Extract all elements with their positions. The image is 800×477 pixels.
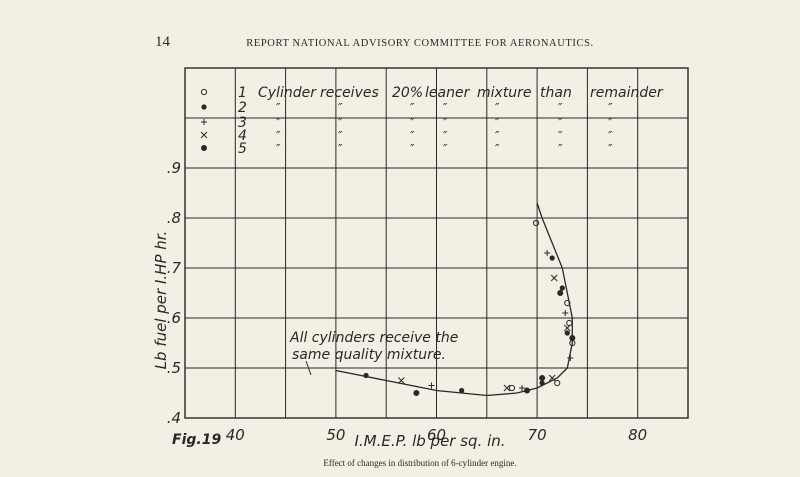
annotation: All cylinders receive the (289, 330, 458, 346)
ditto-mark: ″ (495, 116, 500, 130)
y-tick-label: .7 (167, 259, 182, 277)
legend-marker (200, 88, 208, 96)
x-tick-label: 40 (226, 426, 245, 444)
ditto-mark: ″ (558, 101, 563, 115)
ditto-mark: ″ (410, 129, 415, 143)
legend-label: 3 (238, 115, 247, 131)
data-point (559, 285, 565, 291)
y-tick-label: .8 (167, 209, 181, 227)
y-tick-label: .5 (167, 359, 181, 377)
ditto-mark: ″ (495, 101, 500, 115)
ditto-mark: ″ (410, 142, 415, 156)
ditto-mark: ″ (558, 116, 563, 130)
curve (335, 202, 573, 397)
x-tick-label: 60 (427, 426, 446, 444)
legend-marker (200, 145, 208, 151)
data-point (508, 384, 516, 392)
data-point (544, 250, 551, 256)
legend-text: 20% (392, 85, 423, 101)
legend-text: receives (320, 85, 379, 101)
legend-text: mixture (477, 85, 532, 101)
x-axis-label: I.M.E.P. lb per sq. in. (354, 432, 505, 450)
x-tick-label: 70 (528, 426, 547, 444)
data-point (550, 274, 558, 282)
ditto-mark: ″ (443, 101, 448, 115)
data-point (539, 375, 546, 381)
data-point (413, 390, 420, 396)
legend-text: Cylinder (258, 85, 317, 101)
legend-text: than (540, 85, 572, 101)
ditto-mark: ″ (276, 129, 281, 143)
data-point (554, 379, 561, 387)
data-point (567, 355, 574, 361)
data-point (563, 324, 571, 332)
legend-marker (201, 104, 207, 110)
legend-marker (201, 119, 207, 125)
data-point (562, 310, 569, 316)
ditto-mark: ″ (558, 129, 563, 143)
legend-text: leaner (425, 85, 471, 101)
ditto-mark: ″ (338, 142, 343, 156)
data-point (519, 385, 526, 391)
figure-label: Fig.19 (172, 432, 221, 448)
ditto-mark: ″ (608, 142, 613, 156)
data-point (428, 382, 435, 389)
ditto-mark: ″ (410, 101, 415, 115)
data-point (532, 219, 540, 227)
y-tick-label: .6 (167, 309, 181, 327)
caption: Effect of changes in distribution of 6-c… (323, 458, 516, 468)
data-point (557, 290, 564, 296)
data-point (549, 255, 555, 261)
ditto-mark: ″ (338, 129, 343, 143)
page-number: 14 (155, 34, 171, 50)
y-tick-label: .9 (167, 159, 181, 177)
data-point (569, 335, 576, 341)
data-point (459, 387, 465, 394)
ditto-mark: ″ (443, 142, 448, 156)
y-axis-label: Lb fuel per I.HP hr. (152, 231, 170, 370)
ditto-mark: ″ (276, 116, 281, 130)
data-point (363, 372, 369, 379)
data-point (503, 384, 511, 392)
legend-label: 5 (238, 141, 247, 157)
data-point (564, 330, 570, 336)
data-point (539, 380, 545, 386)
ditto-mark: ″ (338, 116, 343, 130)
legend-text: remainder (590, 85, 664, 101)
ditto-mark: ″ (558, 142, 563, 156)
annotation: same quality mixture. (292, 347, 446, 363)
ditto-mark: ″ (608, 101, 613, 115)
ditto-mark: ″ (443, 116, 448, 130)
ditto-mark: ″ (410, 116, 415, 130)
data-point (397, 377, 405, 384)
legend-label: 1 (238, 85, 247, 101)
data-point (548, 374, 556, 382)
legend-label: 4 (238, 128, 247, 144)
annotation-arrow (305, 360, 312, 376)
ditto-mark: ″ (495, 129, 500, 143)
ditto-mark: ″ (338, 101, 343, 115)
data-point (564, 299, 571, 307)
ditto-mark: ″ (276, 101, 281, 115)
legend-label: 2 (238, 100, 247, 116)
data-point (524, 387, 531, 394)
ditto-mark: ″ (608, 116, 613, 130)
running-title: REPORT NATIONAL ADVISORY COMMITTEE FOR A… (246, 38, 594, 49)
x-tick-label: 50 (326, 426, 345, 444)
data-point (566, 319, 573, 327)
ditto-mark: ″ (276, 142, 281, 156)
legend-marker (200, 131, 208, 139)
ditto-mark: ″ (495, 142, 500, 156)
ditto-mark: ″ (608, 129, 613, 143)
ditto-mark: ″ (443, 129, 448, 143)
y-tick-label: .4 (167, 409, 181, 427)
x-tick-label: 80 (628, 426, 647, 444)
